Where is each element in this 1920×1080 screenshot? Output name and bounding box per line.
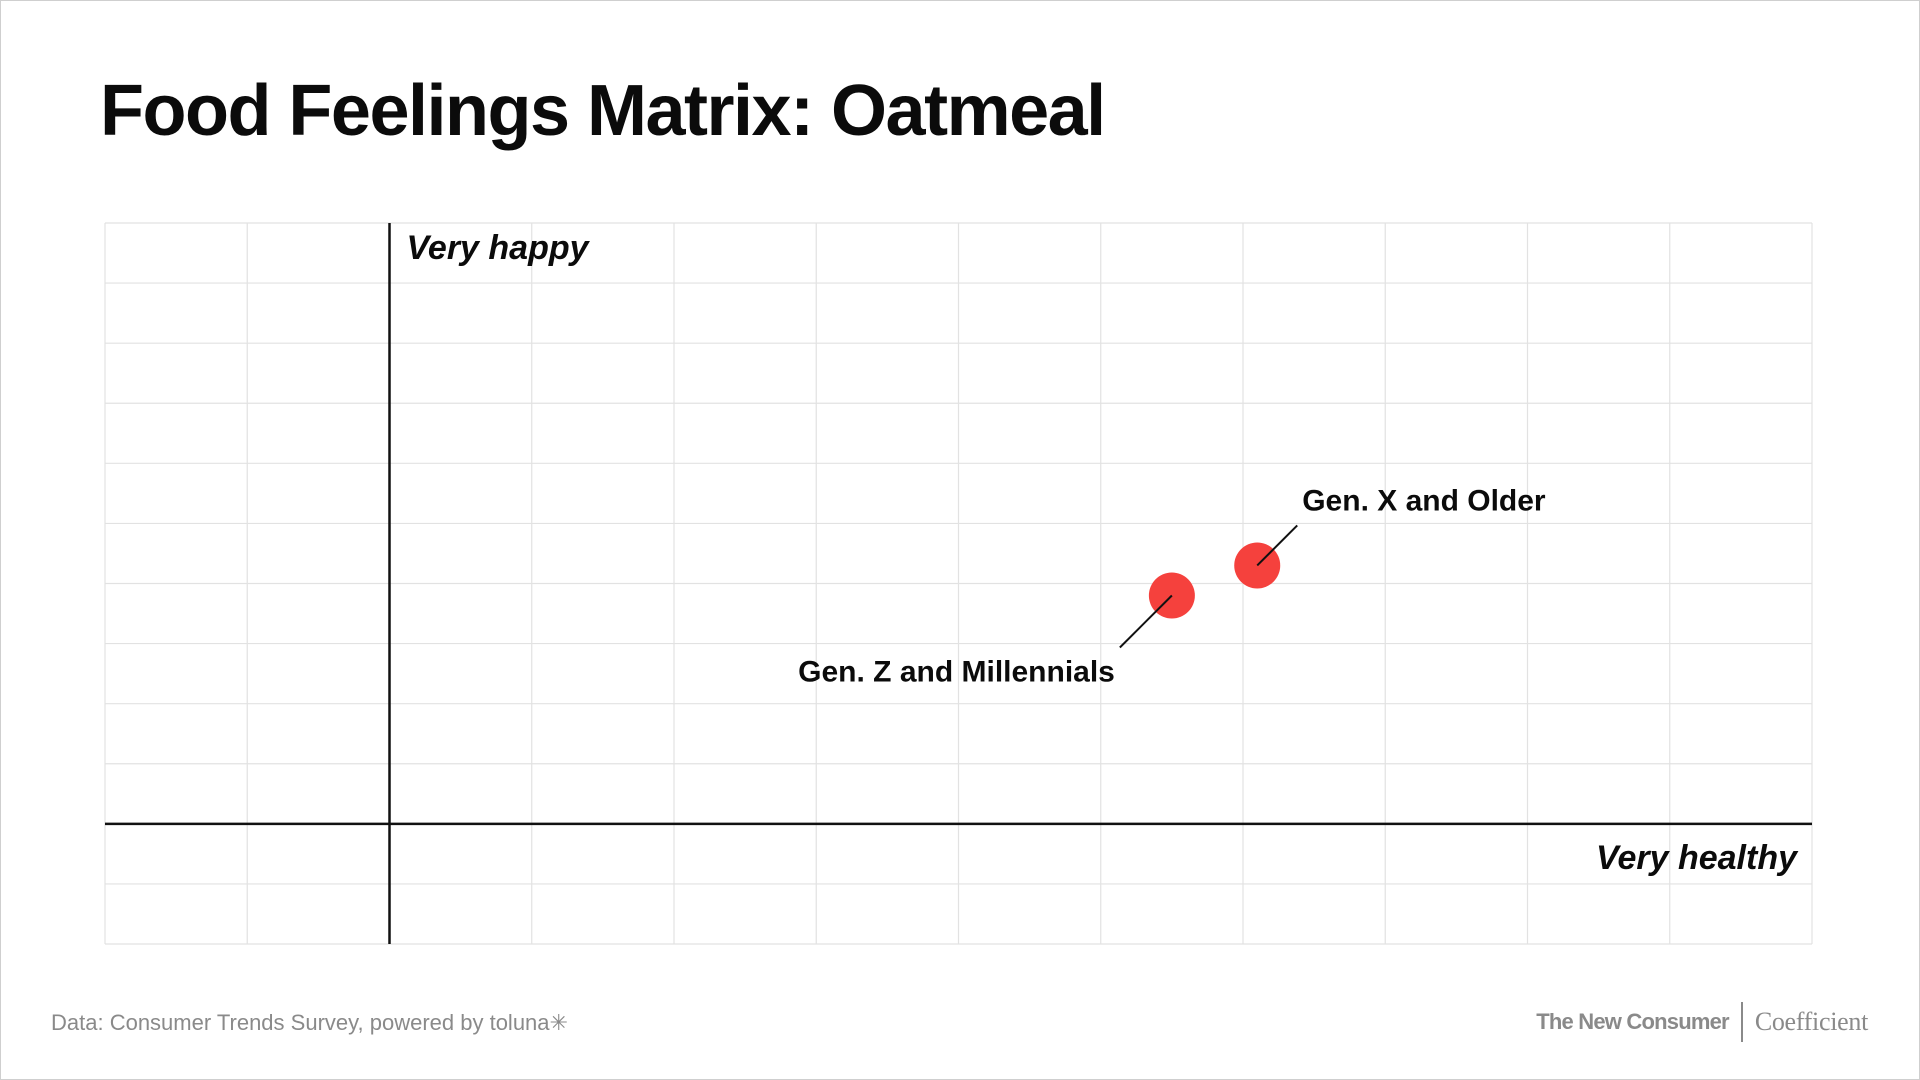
toluna-logo: toluna✳ — [489, 1010, 568, 1035]
coefficient-logo: Coefficient — [1754, 1007, 1868, 1036]
chart-title: Food Feelings Matrix: Oatmeal — [100, 71, 1106, 151]
data-points: Gen. X and Older Gen. Z and Millennials — [798, 484, 1546, 688]
x-axis-label: Very healthy — [1596, 839, 1799, 877]
data-point-group: Gen. Z and Millennials — [798, 572, 1195, 689]
data-source-text: Data: Consumer Trends Survey, powered by — [51, 1010, 490, 1035]
leader-line — [1256, 524, 1298, 567]
data-source-note: Data: Consumer Trends Survey, powered by… — [51, 1010, 568, 1036]
y-axis-label: Very happy — [407, 229, 591, 267]
brand-lockup: The New Consumer Coefficient — [1536, 1002, 1868, 1042]
axes: Very happy Very healthy — [105, 223, 1812, 944]
the-new-consumer-logo: The New Consumer — [1536, 1009, 1729, 1034]
gridlines — [104, 222, 1813, 945]
data-point-label: Gen. Z and Millennials — [798, 656, 1115, 689]
data-point-group: Gen. X and Older — [1234, 484, 1546, 589]
leader-line — [1119, 594, 1173, 649]
data-point-label: Gen. X and Older — [1302, 484, 1546, 517]
brand-divider — [1740, 1002, 1743, 1042]
